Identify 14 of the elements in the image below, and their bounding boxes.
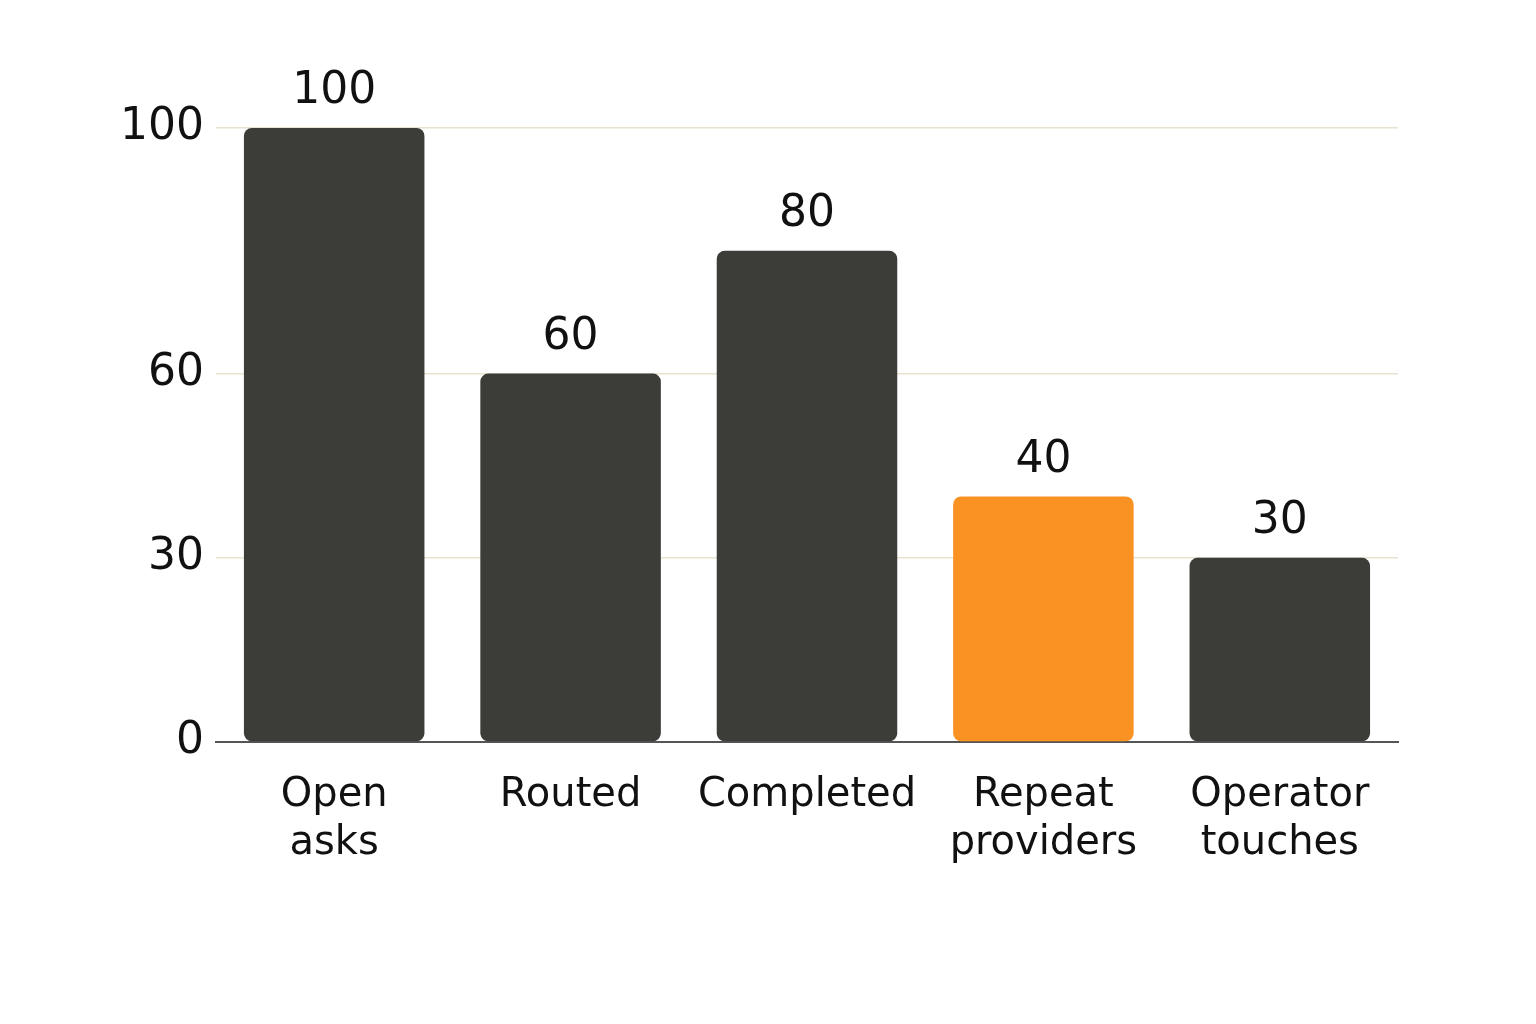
x-tick-label: Open asks: [280, 769, 388, 864]
y-tick-label: 100: [120, 98, 204, 150]
x-tick-label: Repeat providers: [949, 769, 1138, 864]
data-label: 80: [778, 185, 835, 237]
x-tick-label: Completed: [697, 769, 917, 816]
data-label: 40: [1015, 430, 1072, 482]
x-tick-label: Routed: [499, 769, 642, 816]
x-tick-label: Operator touches: [1190, 769, 1370, 864]
data-label: 30: [1251, 492, 1308, 544]
data-label: 100: [292, 62, 377, 114]
y-tick-label: 30: [147, 528, 204, 580]
data-label: 60: [542, 308, 599, 360]
y-tick-label: 0: [175, 712, 204, 764]
y-tick-label: 60: [147, 344, 204, 396]
